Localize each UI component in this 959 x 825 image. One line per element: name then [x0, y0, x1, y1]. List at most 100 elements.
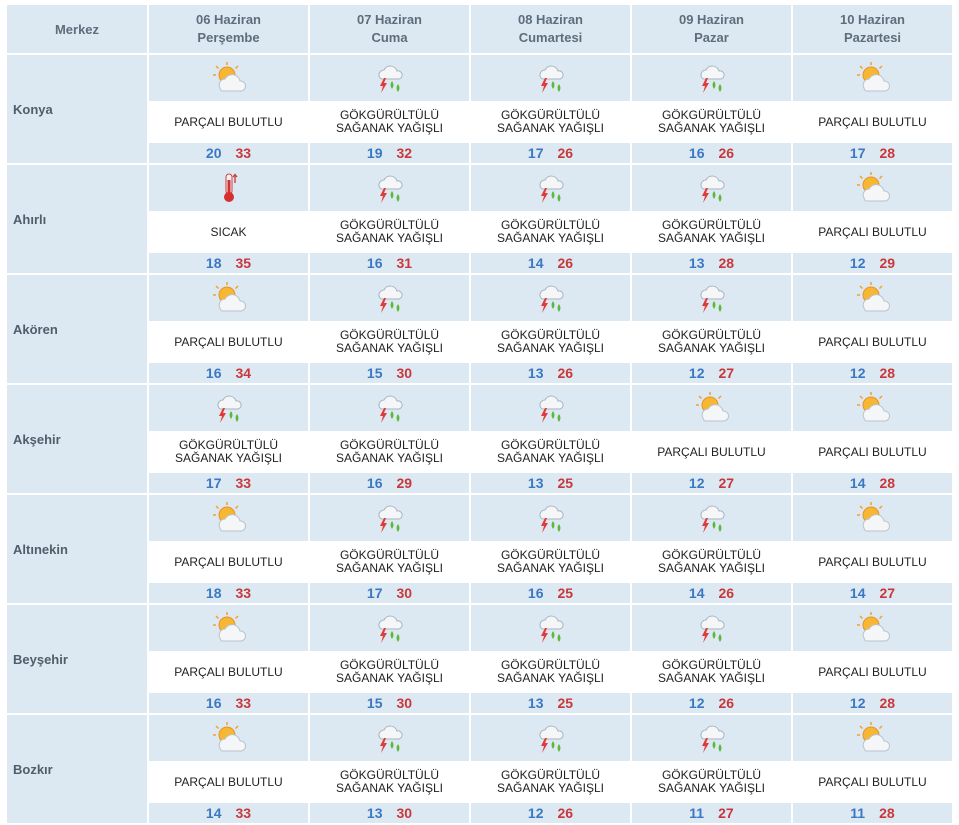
- min-temp: 14: [849, 475, 866, 491]
- weather-description: GÖKGÜRÜLTÜLÜ SAĞANAK YAĞIŞLI: [310, 653, 469, 691]
- thunderstorm-rain-icon: [372, 171, 408, 205]
- partly-cloudy-icon: [694, 391, 730, 425]
- min-temp: 13: [527, 475, 544, 491]
- description-line: SAĞANAK YAĞIŞLI: [336, 231, 443, 245]
- description-line: SAĞANAK YAĞIŞLI: [497, 561, 604, 575]
- description-line: SAĞANAK YAĞIŞLI: [497, 341, 604, 355]
- description-line: PARÇALI BULUTLU: [174, 664, 283, 679]
- description-line: PARÇALI BULUTLU: [818, 774, 927, 789]
- thunderstorm-rain-icon: [694, 61, 730, 95]
- thunderstorm-rain-icon: [533, 61, 569, 95]
- temperature-row: 17 33 16 29 13 25 12 27 14 28: [7, 473, 952, 493]
- day-header-name: Pazartesi: [843, 30, 902, 45]
- description-line: GÖKGÜRÜLTÜLÜ: [661, 108, 762, 122]
- description-line: GÖKGÜRÜLTÜLÜ: [661, 548, 762, 562]
- city-name: Beyşehir: [7, 605, 147, 713]
- description-line: PARÇALI BULUTLU: [657, 444, 766, 459]
- forecast-table: Merkez 06 Haziran Perşembe 07 Haziran Cuma…: [5, 3, 954, 825]
- thunderstorm-rain-icon: [694, 501, 730, 535]
- weather-description: PARÇALI BULUTLU: [793, 213, 952, 251]
- weather-description: PARÇALI BULUTLU: [793, 653, 952, 691]
- max-temp: 33: [235, 805, 252, 821]
- description-line: SAĞANAK YAĞIŞLI: [658, 561, 765, 575]
- weather-description: GÖKGÜRÜLTÜLÜ SAĞANAK YAĞIŞLI: [632, 653, 791, 691]
- weather-description: PARÇALI BULUTLU: [793, 103, 952, 141]
- description-line: SAĞANAK YAĞIŞLI: [658, 781, 765, 795]
- description-line: SAĞANAK YAĞIŞLI: [336, 121, 443, 135]
- min-temp: 11: [689, 805, 705, 821]
- thunderstorm-rain-icon: [533, 721, 569, 755]
- min-temp: 17: [366, 585, 383, 601]
- thunderstorm-rain-icon: [533, 611, 569, 645]
- description-line: PARÇALI BULUTLU: [818, 664, 927, 679]
- description-line: SAĞANAK YAĞIŞLI: [497, 781, 604, 795]
- thunderstorm-rain-icon: [372, 501, 408, 535]
- weather-icon-cell: [149, 605, 308, 651]
- description-line: GÖKGÜRÜLTÜLÜ: [661, 768, 762, 782]
- temperature-cell: 11 27: [632, 803, 791, 823]
- thunderstorm-rain-icon: [211, 391, 247, 425]
- description-row: PARÇALI BULUTLU GÖKGÜRÜLTÜLÜ SAĞANAK YAĞIŞ…: [7, 103, 952, 141]
- description-line: SAĞANAK YAĞIŞLI: [336, 781, 443, 795]
- weather-description: GÖKGÜRÜLTÜLÜ SAĞANAK YAĞIŞLI: [632, 213, 791, 251]
- temperature-cell: 12 27: [632, 473, 791, 493]
- description-line: GÖKGÜRÜLTÜLÜ: [500, 218, 601, 232]
- temperature-cell: 16 29: [310, 473, 469, 493]
- partly-cloudy-icon: [211, 721, 247, 755]
- weather-description: PARÇALI BULUTLU: [149, 763, 308, 801]
- thunderstorm-rain-icon: [372, 281, 408, 315]
- weather-description: GÖKGÜRÜLTÜLÜ SAĞANAK YAĞIŞLI: [632, 323, 791, 361]
- icon-row: Konya: [7, 55, 952, 163]
- temperature-cell: 12 29: [793, 253, 952, 273]
- weather-description: PARÇALI BULUTLU: [793, 323, 952, 361]
- temperature-row: 16 34 15 30 13 26 12 27 12 28: [7, 363, 952, 383]
- partly-cloudy-icon: [855, 281, 891, 315]
- partly-cloudy-icon: [855, 61, 891, 95]
- thunderstorm-rain-icon: [694, 281, 730, 315]
- min-temp: 18: [205, 255, 222, 271]
- weather-description: GÖKGÜRÜLTÜLÜ SAĞANAK YAĞIŞLI: [310, 433, 469, 471]
- max-temp: 27: [718, 805, 734, 821]
- weather-icon-cell: [310, 495, 469, 541]
- merkez-header: Merkez: [7, 5, 147, 53]
- day-header-date: 07 Haziran: [356, 12, 423, 27]
- description-line: PARÇALI BULUTLU: [174, 554, 283, 569]
- min-temp: 16: [205, 365, 222, 381]
- max-temp: 30: [396, 695, 413, 711]
- description-line: GÖKGÜRÜLTÜLÜ: [339, 218, 440, 232]
- weather-description: PARÇALI BULUTLU: [149, 543, 308, 581]
- temperature-cell: 16 26: [632, 143, 791, 163]
- temperature-cell: 18 35: [149, 253, 308, 273]
- temperature-cell: 14 26: [632, 583, 791, 603]
- temperature-cell: 17 30: [310, 583, 469, 603]
- day-header-name: Pazar: [694, 30, 729, 45]
- description-line: GÖKGÜRÜLTÜLÜ: [500, 658, 601, 672]
- max-temp: 25: [557, 695, 574, 711]
- temperature-cell: 17 26: [471, 143, 630, 163]
- min-temp: 14: [688, 585, 705, 601]
- city-name: Konya: [7, 55, 147, 163]
- description-line: SAĞANAK YAĞIŞLI: [336, 671, 443, 685]
- weather-description: GÖKGÜRÜLTÜLÜ SAĞANAK YAĞIŞLI: [310, 763, 469, 801]
- max-temp: 26: [557, 145, 574, 161]
- weather-description: GÖKGÜRÜLTÜLÜ SAĞANAK YAĞIŞLI: [632, 103, 791, 141]
- weather-description: PARÇALI BULUTLU: [793, 543, 952, 581]
- weather-icon-cell: [149, 165, 308, 211]
- description-line: PARÇALI BULUTLU: [818, 444, 927, 459]
- description-line: SAĞANAK YAĞIŞLI: [497, 451, 604, 465]
- max-temp: 33: [235, 585, 252, 601]
- min-temp: 12: [688, 365, 705, 381]
- description-line: GÖKGÜRÜLTÜLÜ: [500, 108, 601, 122]
- weather-icon-cell: [632, 605, 791, 651]
- weather-icon-cell: [632, 275, 791, 321]
- icon-row: Akören: [7, 275, 952, 383]
- thunderstorm-rain-icon: [372, 611, 408, 645]
- weather-icon-cell: [632, 55, 791, 101]
- weather-icon-cell: [471, 495, 630, 541]
- weather-description: PARÇALI BULUTLU: [793, 763, 952, 801]
- weather-description: GÖKGÜRÜLTÜLÜ SAĞANAK YAĞIŞLI: [310, 323, 469, 361]
- weather-description: PARÇALI BULUTLU: [149, 653, 308, 691]
- max-temp: 27: [718, 365, 735, 381]
- thunderstorm-rain-icon: [533, 391, 569, 425]
- day-header-name: Perşembe: [197, 30, 260, 45]
